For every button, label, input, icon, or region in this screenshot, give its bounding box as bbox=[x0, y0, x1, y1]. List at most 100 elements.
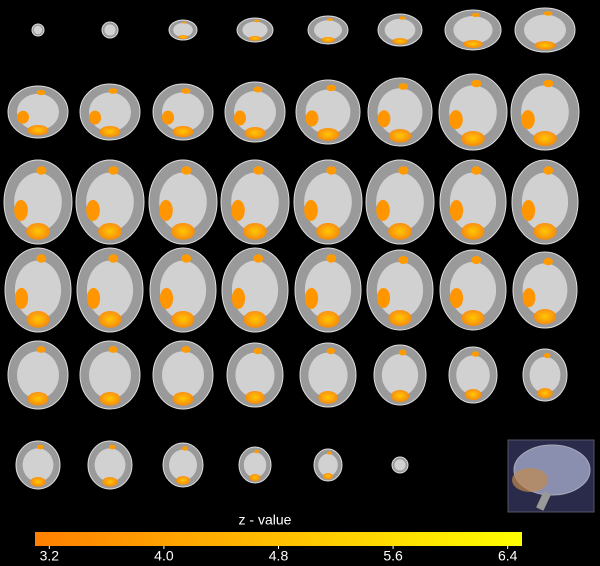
activation bbox=[86, 287, 101, 309]
activation bbox=[376, 288, 391, 308]
activation bbox=[304, 199, 318, 221]
activation bbox=[254, 449, 259, 454]
activation bbox=[521, 110, 535, 130]
activation bbox=[171, 223, 195, 240]
activation bbox=[253, 86, 263, 93]
activation bbox=[318, 391, 338, 404]
white-matter bbox=[104, 24, 116, 36]
activation bbox=[108, 88, 118, 94]
white-matter bbox=[162, 351, 204, 399]
activation bbox=[182, 21, 187, 24]
activation bbox=[89, 110, 101, 125]
white-matter bbox=[33, 25, 43, 35]
white-matter bbox=[89, 351, 131, 399]
activation bbox=[253, 254, 264, 263]
activation bbox=[327, 451, 332, 455]
activation bbox=[181, 254, 192, 263]
activation bbox=[254, 19, 260, 23]
activation bbox=[181, 346, 191, 353]
activation bbox=[182, 446, 188, 451]
tick-label: 5.6 bbox=[383, 548, 403, 564]
activation bbox=[323, 473, 333, 480]
activation bbox=[398, 256, 409, 264]
activation bbox=[388, 310, 412, 326]
white-matter bbox=[173, 23, 193, 37]
tick-label: 4.8 bbox=[269, 548, 289, 564]
activation bbox=[231, 287, 246, 309]
activation bbox=[159, 199, 173, 221]
activation bbox=[305, 110, 319, 127]
colorbar bbox=[35, 532, 522, 546]
white-matter bbox=[381, 354, 419, 396]
activation bbox=[461, 131, 485, 147]
activation bbox=[253, 166, 264, 175]
activation bbox=[36, 444, 44, 450]
activation bbox=[521, 199, 536, 221]
white-matter bbox=[169, 449, 197, 481]
white-matter bbox=[308, 352, 348, 398]
activation bbox=[108, 166, 119, 175]
white-matter bbox=[524, 14, 566, 46]
activation bbox=[231, 199, 245, 221]
activation bbox=[234, 110, 246, 126]
activation bbox=[99, 126, 121, 138]
activation bbox=[304, 287, 319, 309]
activation bbox=[543, 11, 553, 16]
activation bbox=[398, 349, 407, 356]
activation bbox=[17, 110, 29, 124]
activation bbox=[449, 199, 464, 221]
activation bbox=[14, 287, 29, 309]
activation bbox=[398, 16, 406, 20]
activation bbox=[321, 37, 335, 43]
brain-slices bbox=[3, 7, 580, 490]
activation bbox=[108, 254, 119, 263]
activation bbox=[388, 129, 412, 143]
tick-label: 3.2 bbox=[40, 548, 60, 564]
tick-label: 6.4 bbox=[498, 548, 518, 564]
white-matter bbox=[94, 448, 126, 482]
activation bbox=[326, 84, 337, 92]
white-matter bbox=[318, 453, 338, 477]
activation bbox=[26, 311, 50, 328]
activation bbox=[326, 166, 337, 175]
activation bbox=[181, 166, 192, 175]
activation bbox=[108, 444, 116, 450]
activation bbox=[243, 311, 267, 328]
white-matter bbox=[22, 448, 54, 482]
activation bbox=[172, 392, 194, 406]
activation bbox=[86, 199, 100, 221]
activation bbox=[522, 288, 536, 308]
activation bbox=[244, 127, 266, 139]
activation bbox=[108, 346, 118, 353]
activation bbox=[543, 257, 553, 266]
activation bbox=[533, 309, 557, 325]
activation bbox=[253, 347, 262, 355]
activation bbox=[543, 352, 551, 359]
activation bbox=[30, 477, 46, 487]
activation bbox=[543, 166, 554, 175]
white-matter bbox=[384, 18, 416, 42]
activation bbox=[36, 254, 47, 263]
activation bbox=[159, 287, 174, 309]
activation bbox=[248, 36, 262, 41]
activation bbox=[326, 254, 337, 263]
activation bbox=[36, 89, 46, 96]
activation bbox=[471, 166, 482, 175]
colorbar-label: z - value bbox=[239, 512, 292, 528]
brain-3d bbox=[507, 439, 595, 513]
activation bbox=[326, 347, 335, 355]
activation bbox=[316, 127, 340, 141]
white-matter bbox=[242, 21, 268, 39]
activation bbox=[172, 126, 194, 138]
activation bbox=[471, 256, 482, 264]
activation bbox=[533, 131, 557, 147]
activation bbox=[471, 13, 480, 17]
activation bbox=[533, 223, 557, 240]
white-matter bbox=[235, 352, 275, 398]
activation bbox=[398, 83, 409, 90]
activation bbox=[471, 79, 482, 88]
activation bbox=[36, 346, 46, 353]
white-matter bbox=[529, 356, 561, 394]
activation bbox=[27, 125, 49, 136]
